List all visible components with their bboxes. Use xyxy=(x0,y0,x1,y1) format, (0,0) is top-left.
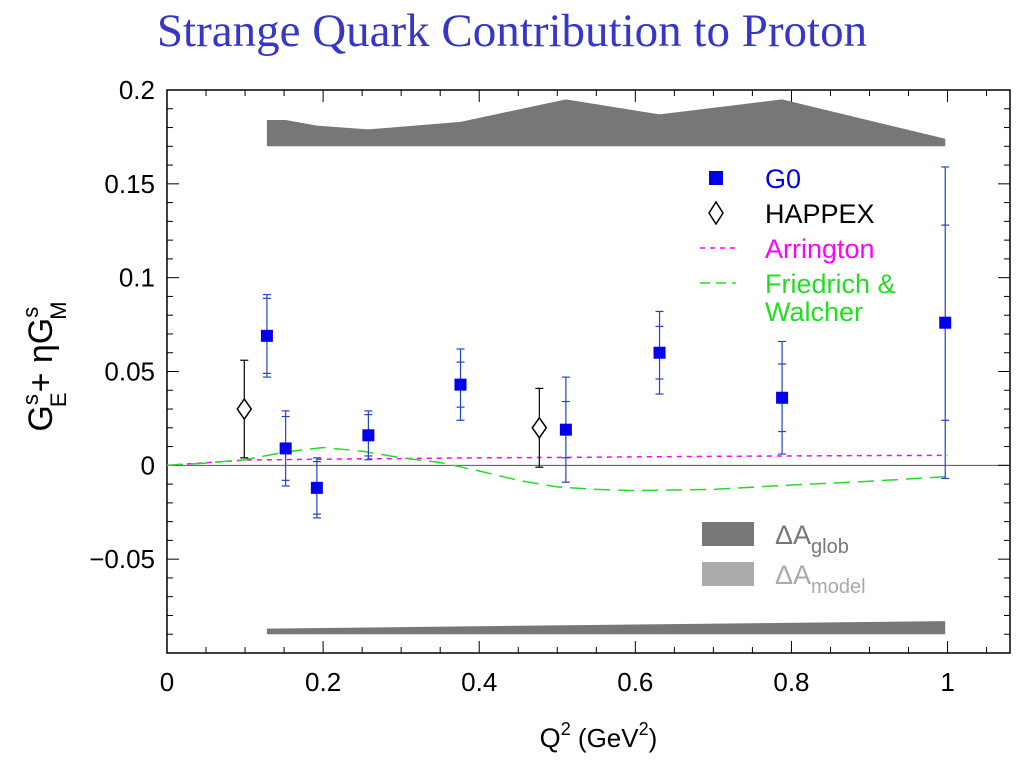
legend-marker-g0 xyxy=(709,171,723,185)
g0-data-point xyxy=(260,329,273,342)
x-tick-label: 0.4 xyxy=(461,667,497,697)
y-label-sub1: E xyxy=(46,392,71,407)
band-legend-label: ΔAmodel xyxy=(775,560,866,598)
x-tick-label: 0 xyxy=(160,667,174,697)
legend-marker-happex xyxy=(708,200,724,226)
legend-label: G0 xyxy=(765,164,801,194)
y-label-sub2: M xyxy=(46,301,71,319)
g0-data-point xyxy=(559,423,572,436)
x-tick-label: 0.6 xyxy=(617,667,653,697)
y-label-sup2: s xyxy=(18,307,43,318)
band-legend-sub: model xyxy=(811,576,865,598)
y-label-g1: G xyxy=(22,405,60,431)
x-label-close: ) xyxy=(649,723,658,753)
y-tick-label: 0.05 xyxy=(104,357,155,387)
y-tick-label: 0.2 xyxy=(119,75,155,105)
happex-data-point xyxy=(531,416,548,440)
g0-data-point xyxy=(310,481,323,494)
legend-label: Friedrich & xyxy=(765,269,896,299)
y-axis-label-group: Gs E+ ηGs M xyxy=(18,301,71,431)
x-tick-label: 0.8 xyxy=(773,667,809,697)
chart-title: Strange Quark Contribution to Proton xyxy=(156,5,868,57)
band-legend-base: ΔA xyxy=(775,520,811,550)
error-band xyxy=(266,621,946,635)
x-label-base: Q xyxy=(540,723,561,753)
band-legend-sub: glob xyxy=(811,536,849,558)
y-tick-label: 0 xyxy=(141,450,155,480)
y-label-mid: + ηG xyxy=(22,318,60,393)
theory-curve xyxy=(166,446,948,492)
y-axis-label: Gs E+ ηGs M xyxy=(18,301,71,431)
band-legend-swatch xyxy=(702,522,754,546)
g0-data-point xyxy=(279,442,292,455)
happex-data-point xyxy=(236,397,253,421)
g0-data-point xyxy=(362,429,375,442)
x-tick-label: 1 xyxy=(940,667,954,697)
g0-data-point xyxy=(939,316,952,329)
y-label-sup1: s xyxy=(18,394,43,405)
theory-curve xyxy=(166,454,948,467)
y-tick-label: 0.15 xyxy=(104,169,155,199)
legend-label-cont: Walcher xyxy=(765,297,863,327)
g0-data-point xyxy=(454,378,467,391)
error-band xyxy=(266,99,946,147)
band-legend-swatch xyxy=(702,562,754,586)
band-legend-base: ΔA xyxy=(775,560,811,590)
g0-data-point xyxy=(653,346,666,359)
x-tick-label: 0.2 xyxy=(305,667,341,697)
band-legend-label: ΔAglob xyxy=(775,520,849,558)
y-tick-label: 0.1 xyxy=(119,263,155,293)
x-axis-label: Q2 (GeV2) xyxy=(540,719,658,753)
x-label-sup: 2 xyxy=(561,719,571,739)
x-label-unit-sup: 2 xyxy=(639,719,649,739)
x-label-unit: (GeV xyxy=(571,723,640,753)
g0-data-point xyxy=(776,391,789,404)
legend-label: HAPPEX xyxy=(765,199,875,229)
y-tick-label: −0.05 xyxy=(89,544,155,574)
plot-frame xyxy=(166,89,1011,654)
legend-label: Arrington xyxy=(765,234,875,264)
